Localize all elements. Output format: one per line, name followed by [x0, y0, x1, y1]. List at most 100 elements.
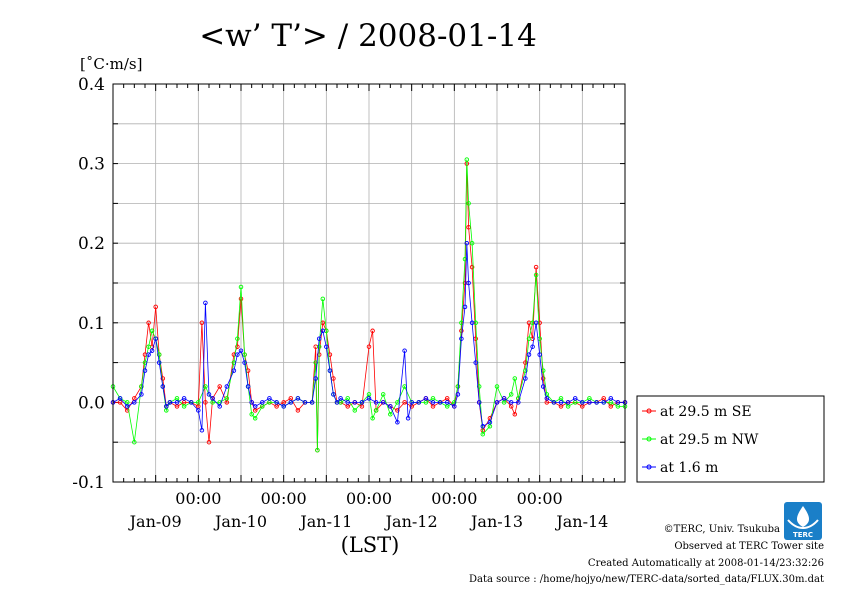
- data-point: [459, 336, 464, 341]
- grid: [113, 83, 625, 483]
- data-point: [267, 396, 272, 401]
- data-point: [327, 368, 333, 373]
- data-point: [295, 408, 301, 413]
- data-point: [235, 336, 240, 341]
- data-point: [464, 157, 470, 162]
- data-point: [313, 376, 318, 381]
- y-tick-labels: 0.4 0.3 0.2 0.1 0.0 -0.1: [72, 75, 105, 493]
- x-date-label: Jan-10: [213, 512, 267, 531]
- data-point: [315, 447, 320, 453]
- data-point: [206, 392, 212, 397]
- y-tick-label: 0.2: [78, 234, 105, 254]
- data-point: [199, 428, 205, 433]
- data-point: [352, 408, 358, 413]
- x-date-label: Jan-13: [469, 512, 523, 531]
- data-point: [501, 396, 507, 401]
- data-point: [142, 368, 148, 373]
- data-point: [252, 416, 258, 421]
- data-point: [316, 344, 322, 349]
- data-point: [210, 396, 215, 401]
- data-point: [132, 439, 137, 445]
- data-point: [302, 400, 308, 405]
- data-point: [281, 404, 286, 409]
- series-line: [112, 243, 625, 431]
- data-point: [516, 400, 521, 405]
- data-point: [149, 328, 155, 334]
- data-point: [572, 396, 578, 401]
- data-point: [188, 400, 194, 405]
- data-point: [469, 320, 475, 326]
- legend-swatch-marker: [646, 408, 652, 414]
- data-point: [533, 264, 539, 270]
- data-point: [203, 384, 208, 389]
- data-point: [231, 368, 237, 373]
- data-point: [167, 400, 173, 405]
- y-tick-label: 0.4: [78, 75, 105, 95]
- data-point: [160, 376, 166, 381]
- legend-label: at 1.6 m: [660, 460, 718, 476]
- data-point: [466, 201, 471, 206]
- data-point: [370, 416, 375, 421]
- data-point: [196, 408, 201, 413]
- x-time-label: 00:00: [346, 489, 392, 508]
- data-point: [260, 400, 265, 405]
- data-point: [469, 264, 475, 270]
- data-point: [124, 404, 130, 409]
- data-point: [551, 400, 557, 405]
- data-point: [380, 400, 386, 405]
- data-point: [252, 404, 258, 409]
- data-point: [370, 328, 375, 334]
- data-point: [530, 344, 535, 349]
- legend-swatch-marker: [646, 436, 652, 442]
- data-point: [587, 400, 592, 405]
- data-point: [224, 396, 230, 401]
- data-point: [565, 400, 571, 405]
- data-point: [512, 376, 518, 381]
- data-point: [464, 240, 470, 246]
- data-point: [196, 400, 201, 405]
- x-time-label: 00:00: [175, 489, 221, 508]
- data-point: [324, 344, 329, 349]
- series-group: [110, 157, 628, 453]
- data-point: [444, 400, 450, 405]
- data-point: [480, 424, 486, 429]
- data-point: [181, 404, 187, 409]
- data-point: [601, 400, 606, 405]
- data-point: [174, 400, 180, 405]
- data-point: [494, 400, 500, 405]
- data-point: [146, 320, 151, 326]
- data-point: [139, 384, 144, 389]
- data-point: [416, 400, 422, 405]
- data-point: [238, 348, 244, 353]
- data-point: [238, 284, 244, 290]
- data-point: [359, 400, 365, 405]
- data-point: [480, 431, 486, 437]
- data-point: [373, 400, 379, 405]
- data-point: [316, 336, 322, 341]
- data-point: [437, 400, 443, 405]
- data-point: [139, 392, 144, 397]
- copyright-text: ©TERC, Univ. Tsukuba: [664, 524, 780, 535]
- data-point: [366, 396, 372, 401]
- data-point: [395, 408, 400, 413]
- source-text: Data source : /home/hojyo/new/TERC-data/…: [469, 574, 824, 585]
- data-point: [224, 384, 230, 389]
- data-point: [156, 360, 162, 365]
- data-point: [235, 344, 240, 349]
- data-point: [181, 396, 187, 401]
- x-date-label: Jan-11: [298, 512, 352, 531]
- data-point: [238, 296, 244, 302]
- terc-logo: TERC: [784, 502, 822, 540]
- data-point: [476, 400, 482, 405]
- data-point: [523, 368, 528, 373]
- data-point: [203, 300, 208, 306]
- data-point: [132, 400, 137, 405]
- data-point: [533, 320, 539, 326]
- data-point: [533, 272, 539, 278]
- data-point: [462, 256, 468, 262]
- data-point: [608, 396, 614, 401]
- data-point: [217, 404, 222, 409]
- data-point: [476, 384, 482, 389]
- data-point: [288, 400, 294, 405]
